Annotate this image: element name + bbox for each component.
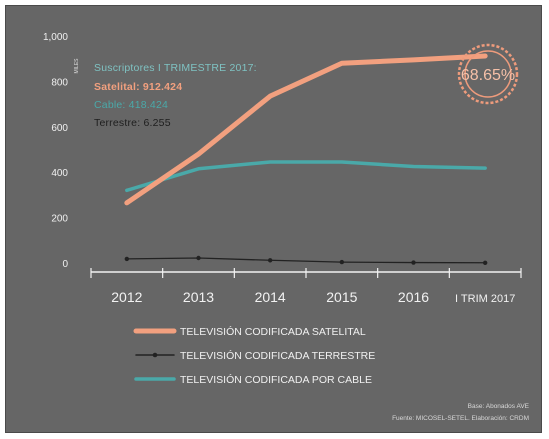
- annotation-satelital: Satelital: 912.424: [94, 81, 183, 93]
- series-layer: [124, 53, 488, 265]
- data-point: [339, 259, 345, 265]
- legend-label: TELEVISIÓN CODIFICADA POR CABLE: [180, 373, 372, 386]
- chart-frame: 0 200 400 600 800 1,000 MILES 2012 2013 2014 2015…: [5, 5, 542, 433]
- annotation-cable: Cable: 418.424: [94, 99, 169, 111]
- source-line-1: Base: Abonados AVE: [467, 403, 529, 410]
- series-line: [126, 257, 486, 264]
- annotation-header: Suscriptores I TRIMESTRE 2017:: [94, 62, 257, 74]
- y-tick-label: 800: [51, 77, 68, 88]
- legend-marker: [152, 352, 158, 358]
- badge-ring-outer: [457, 43, 519, 105]
- y-tick-label: 1,000: [43, 32, 68, 43]
- y-tick-label: 600: [51, 123, 68, 134]
- series-line: [125, 160, 487, 193]
- x-axis: 2012 2013 2014 2015 2016 I TRIM 2017: [90, 268, 522, 305]
- x-tick-label: 2016: [398, 289, 429, 305]
- line-chart: 0 200 400 600 800 1,000 MILES 2012 2013 2014 2015…: [43, 32, 522, 386]
- x-tick-label: 2015: [326, 289, 357, 305]
- x-tick-label: 2014: [255, 289, 286, 305]
- y-tick-label: 400: [51, 168, 68, 179]
- data-point: [482, 260, 488, 265]
- data-point: [196, 255, 201, 261]
- x-tick-label: 2012: [111, 289, 142, 305]
- annotation-terrestre: Terrestre: 6.255: [94, 117, 171, 129]
- source-line-2: Fuente: MICOSEL-SETEL. Elaboración: CRDM: [392, 415, 529, 422]
- legend: TELEVISIÓN CODIFICADA SATELITAL TELEVISIÓ…: [133, 325, 375, 386]
- y-axis: 0 200 400 600 800 1,000 MILES: [43, 32, 80, 270]
- y-tick-label: 200: [51, 214, 68, 225]
- badge-ring-inner: [464, 50, 512, 98]
- data-point: [124, 256, 130, 262]
- legend-label: TELEVISIÓN CODIFICADA SATELITAL: [180, 325, 366, 338]
- legend-label: TELEVISIÓN CODIFICADA TERRESTRE: [180, 349, 375, 362]
- percentage-badge: 68.65%: [457, 43, 519, 105]
- data-point: [267, 258, 273, 263]
- x-tick-label: I TRIM 2017: [455, 293, 515, 305]
- data-point: [411, 260, 416, 265]
- y-tick-label: 0: [62, 259, 68, 270]
- x-tick-label: 2013: [183, 289, 214, 305]
- series-line: [124, 53, 488, 206]
- y-axis-label: MILES: [74, 58, 80, 74]
- badge-value: 68.65%: [461, 67, 515, 84]
